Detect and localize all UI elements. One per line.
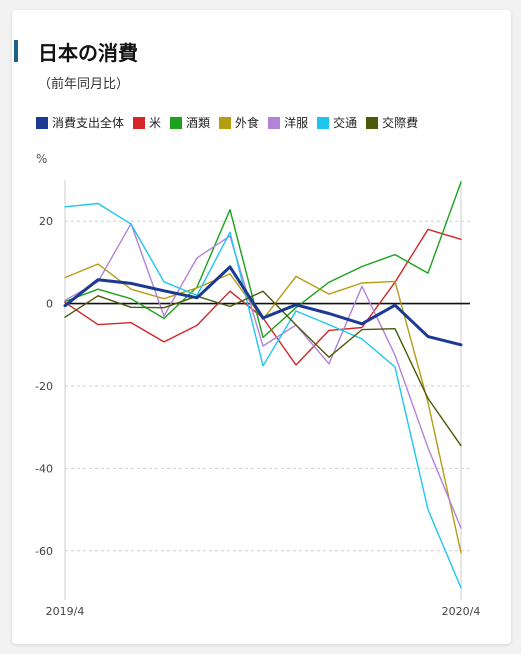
legend-item: 交際費: [366, 114, 418, 131]
legend-label: 交通: [333, 116, 358, 130]
legend-item: 酒類: [170, 114, 210, 131]
series-line-7: [64, 290, 462, 447]
legend-swatch: [133, 116, 146, 129]
y-tick-label: -40: [35, 462, 53, 475]
y-tick-label: 20: [39, 215, 53, 228]
x-tick-label: 2019/4: [46, 605, 85, 618]
series-line-5: [64, 222, 462, 529]
legend-swatch: [36, 116, 48, 129]
y-axis-unit-label: %: [36, 152, 47, 166]
chart-card: 日本の消費 （前年同月比） 消費支出全体 米 酒類 外食 洋服 交通 交際費: [12, 10, 511, 644]
chart-legend: 消費支出全体 米 酒類 外食 洋服 交通 交際費: [36, 114, 418, 131]
legend-item: 洋服: [268, 114, 308, 131]
legend-swatch: [268, 116, 281, 129]
y-tick-label: -20: [35, 380, 53, 393]
legend-label: 消費支出全体: [52, 116, 125, 130]
series-line-4: [64, 263, 462, 554]
legend-item: 交通: [317, 114, 357, 131]
legend-swatch: [170, 116, 183, 129]
legend-swatch: [366, 116, 379, 129]
y-tick-label: 0: [46, 298, 53, 311]
legend-label: 酒類: [186, 116, 211, 130]
series-line-3: [64, 181, 462, 339]
legend-item: 外食: [219, 114, 259, 131]
chart-subtitle: （前年同月比）: [38, 77, 130, 92]
series-line-6: [64, 202, 462, 589]
legend-item: 米: [133, 114, 161, 131]
legend-swatch: [219, 116, 232, 129]
chart-title: 日本の消費: [38, 41, 138, 65]
legend-label: 米: [149, 116, 162, 130]
series-line-1: [63, 265, 463, 347]
x-tick-label: 2020/4: [442, 605, 481, 618]
title-accent-bar: [14, 40, 18, 62]
legend-label: 交際費: [382, 116, 419, 130]
y-tick-label: -60: [35, 545, 53, 558]
legend-item: 消費支出全体: [36, 114, 124, 131]
legend-label: 洋服: [284, 116, 309, 130]
legend-swatch: [317, 116, 330, 129]
legend-label: 外食: [235, 116, 260, 130]
